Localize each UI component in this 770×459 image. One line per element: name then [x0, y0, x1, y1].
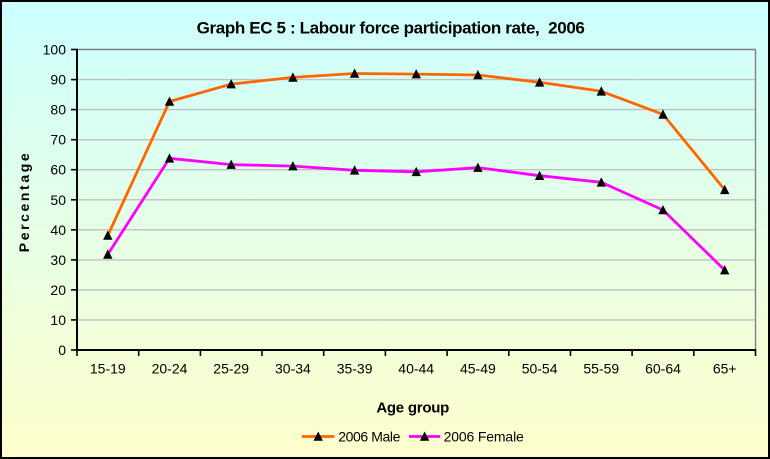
- svg-text:20: 20: [50, 282, 66, 298]
- svg-text:25-29: 25-29: [213, 361, 249, 377]
- svg-text:80: 80: [50, 102, 66, 118]
- svg-text:30-34: 30-34: [275, 361, 311, 377]
- svg-text:50: 50: [50, 192, 66, 208]
- svg-text:65+: 65+: [713, 361, 737, 377]
- svg-text:100: 100: [43, 42, 67, 58]
- svg-text:90: 90: [50, 72, 66, 88]
- svg-text:0: 0: [58, 342, 66, 358]
- svg-text:45-49: 45-49: [460, 361, 496, 377]
- svg-text:40-44: 40-44: [398, 361, 434, 377]
- svg-text:2006 Male: 2006 Male: [338, 429, 400, 445]
- svg-text:20-24: 20-24: [152, 361, 188, 377]
- svg-text:50-54: 50-54: [522, 361, 558, 377]
- svg-text:70: 70: [50, 132, 66, 148]
- svg-text:60-64: 60-64: [645, 361, 681, 377]
- svg-text:15-19: 15-19: [90, 361, 126, 377]
- svg-text:60: 60: [50, 162, 66, 178]
- svg-text:30: 30: [50, 252, 66, 268]
- svg-text:55-59: 55-59: [583, 361, 619, 377]
- svg-text:Graph EC 5 : Labour force part: Graph EC 5 : Labour force participation …: [197, 18, 585, 37]
- svg-text:Percentage: Percentage: [16, 151, 32, 252]
- svg-text:10: 10: [50, 312, 66, 328]
- svg-text:Age group: Age group: [376, 400, 449, 417]
- svg-text:2006 Female: 2006 Female: [444, 429, 524, 445]
- svg-text:35-39: 35-39: [337, 361, 373, 377]
- svg-text:40: 40: [50, 222, 66, 238]
